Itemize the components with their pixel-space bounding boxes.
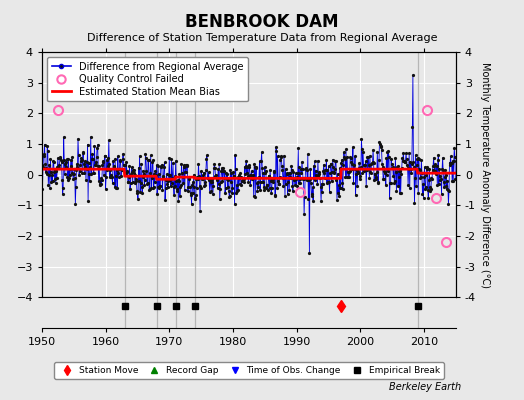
Text: Berkeley Earth: Berkeley Earth <box>389 382 461 392</box>
Legend: Difference from Regional Average, Quality Control Failed, Estimated Station Mean: Difference from Regional Average, Qualit… <box>47 57 248 102</box>
Text: BENBROOK DAM: BENBROOK DAM <box>185 13 339 31</box>
Legend: Station Move, Record Gap, Time of Obs. Change, Empirical Break: Station Move, Record Gap, Time of Obs. C… <box>54 362 444 379</box>
Text: Difference of Station Temperature Data from Regional Average: Difference of Station Temperature Data f… <box>87 33 437 43</box>
Y-axis label: Monthly Temperature Anomaly Difference (°C): Monthly Temperature Anomaly Difference (… <box>480 62 490 288</box>
